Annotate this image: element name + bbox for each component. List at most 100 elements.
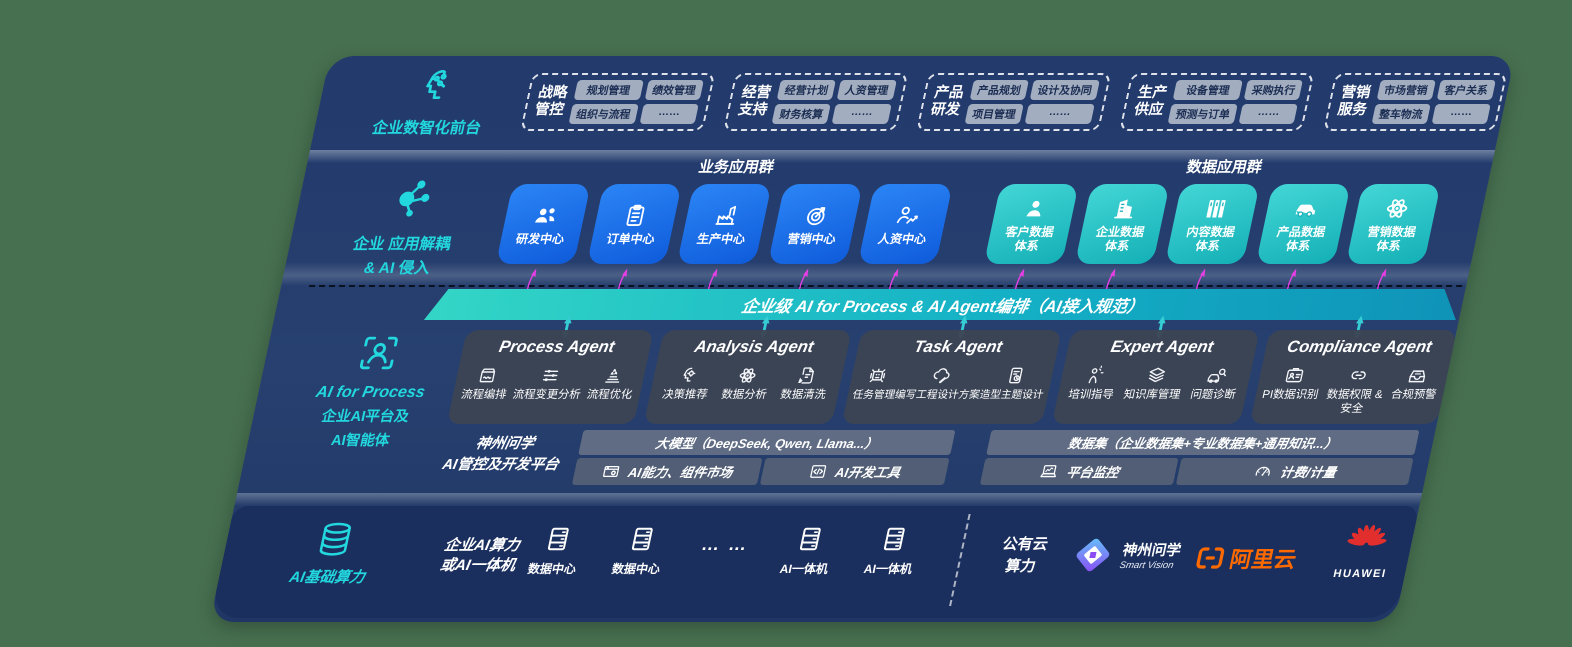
layer-edge (234, 493, 1423, 506)
agent-item: 合规预警 (1389, 365, 1442, 403)
chip: 项目管理 (964, 104, 1024, 124)
dataset-bar: 数据集（企业数据集+专业数据集+通用知识...） (986, 430, 1420, 455)
code-doc-icon (806, 462, 829, 481)
data-card-label: 营销数据体系 (1366, 224, 1418, 253)
agent-item: 培训指导 (1067, 365, 1120, 403)
app-cell: 客户数据体系 (983, 184, 1079, 298)
decoupling-line1: 企业 应用解耦 (351, 236, 453, 254)
diagram-panel: 企业数智化前台 战略管控 规划管理 绩效管理 组织与流程 …… 经营支持 经营计… (209, 56, 1515, 622)
agent-title: Process Agent (497, 338, 617, 356)
alicloud-bracket-icon (1192, 543, 1228, 573)
server-icon (540, 524, 576, 554)
app-card-label: 订单中心 (605, 231, 657, 246)
data-card-label: 内容数据体系 (1185, 224, 1237, 253)
front-office-group-strategy: 战略管控 规划管理 绩效管理 组织与流程 …… (520, 73, 716, 131)
app-card-rd-center: 研发中心 (495, 184, 591, 264)
team-icon (529, 202, 562, 229)
agent-title: Compliance Agent (1285, 338, 1434, 356)
ai-for-process-label: AI for Process 企业AI平台及 AI智能体 (274, 332, 467, 450)
molecule-icon (384, 174, 440, 220)
decoupling-label: 企业 应用解耦 & AI 侵入 (308, 174, 502, 280)
front-office-group-marketing: 营销服务 市场营销 客户关系 整车物流 …… (1322, 73, 1508, 131)
agent-item: 数据分析 (720, 365, 773, 403)
laptop-chart-icon (1038, 462, 1061, 481)
smart-vision-diamond-icon (1067, 534, 1118, 576)
tablet-check-icon (1003, 365, 1028, 386)
front-office-group-supply: 生产供应 设备管理 采购执行 预测与订单 …… (1119, 73, 1315, 131)
chip: 绩效管理 (644, 80, 704, 100)
chip: 财务核算 (771, 104, 832, 124)
monitor-box: 平台监控 (979, 458, 1179, 485)
data-card-label: 客户数据体系 (1004, 224, 1056, 253)
app-card-production-center: 生产中心 (676, 184, 772, 264)
alicloud-logo: 阿里云 (1192, 542, 1300, 574)
head-gear-icon (676, 365, 701, 386)
agent-title: Analysis Agent (692, 338, 816, 356)
database-icon (312, 520, 358, 558)
app-cell: 订单中心 (586, 184, 682, 298)
group-title: 经营支持 (736, 84, 773, 118)
cloud-pen-icon (929, 365, 954, 386)
infra-nodes: 数据中心 数据中心 … … AI一体机 AI一体机 (519, 524, 928, 577)
node-ellipsis: … … (699, 534, 751, 554)
ai-for-process-line2: 企业AI平台及 (320, 409, 411, 425)
platform-right-group: 数据集（企业数据集+专业数据集+通用知识...） 平台监控 计费/计量 (979, 430, 1420, 485)
app-card-order-center: 订单中心 (586, 184, 682, 264)
chip: …… (1431, 104, 1491, 124)
building-icon (1109, 195, 1142, 222)
chip: …… (1024, 104, 1095, 124)
group-title: 营销服务 (1336, 84, 1373, 118)
server-icon (876, 524, 912, 554)
infra-title: AI基础算力 (287, 569, 367, 586)
chip: 组织与流程 (568, 104, 639, 124)
app-cell: 营销数据体系 (1345, 184, 1441, 298)
task-agent-card: Task Agent 任务管理 编写工程设计方案 造型主题设计 (841, 330, 1063, 424)
person-icon (1018, 195, 1051, 222)
data-card-marketing: 营销数据体系 (1345, 184, 1441, 264)
front-office-title: 企业数智化前台 (370, 120, 483, 137)
agent-cards: Process Agent 流程编排 流程变更分析 流程优化 (446, 330, 1457, 424)
ai-for-process-line1: AI for Process (314, 384, 427, 401)
app-cell: 营销中心 (767, 184, 863, 298)
group-title: 战略管控 (533, 84, 570, 118)
app-cell: 人资中心 (857, 184, 953, 298)
process-agent-card: Process Agent 流程编排 流程变更分析 流程优化 (446, 330, 655, 424)
data-group-title: 数据应用群 (1184, 159, 1264, 176)
atom-icon (735, 365, 760, 386)
front-office-group-operation: 经营支持 经营计划 人资管理 财务核算 …… (723, 73, 908, 131)
server-icon (624, 524, 660, 554)
analysis-agent-card: Analysis Agent 决策推荐 数据分析 数据清洗 (644, 330, 852, 424)
chip: 预测与订单 (1167, 104, 1238, 124)
app-cell: 生产中心 (676, 184, 772, 298)
agent-item: 流程变更分析 (511, 365, 587, 403)
data-card-product: 产品数据体系 (1255, 184, 1351, 264)
target-icon (800, 202, 833, 229)
vertical-divider (949, 514, 971, 606)
app-cell: 产品数据体系 (1255, 184, 1351, 298)
app-cell: 内容数据体系 (1164, 184, 1260, 298)
smart-vision-logo: 神州问学 Smart Vision (1067, 534, 1184, 576)
flow-box-icon (475, 365, 500, 386)
agent-item: 问题诊断 (1189, 365, 1242, 403)
app-card-label: 研发中心 (514, 231, 566, 246)
ai-brain-icon (411, 66, 460, 106)
mentor-icon (1082, 365, 1107, 386)
chip: 设备管理 (1172, 80, 1244, 100)
data-card-label: 产品数据体系 (1275, 224, 1327, 253)
agent-item: 编写工程设计方案 (894, 365, 987, 402)
data-card-label: 企业数据体系 (1094, 224, 1146, 253)
platform-left-group: 大模型（DeepSeek, Qwen, Llama...） AI能力、组件市场 … (571, 430, 956, 485)
agent-title: Expert Agent (1109, 338, 1216, 356)
chip: 整车物流 (1371, 104, 1431, 124)
front-office-groups: 战略管控 规划管理 绩效管理 组织与流程 …… 经营支持 经营计划 人资管理 财… (520, 73, 1508, 131)
link-rings-icon (1346, 365, 1371, 386)
scan-person-icon (353, 332, 404, 374)
agent-item: 知识库管理 (1122, 365, 1186, 403)
agent-item: 任务管理 (851, 365, 901, 402)
chip: …… (639, 104, 699, 124)
sliders-icon (538, 365, 563, 386)
infra-label: AI基础算力 (273, 520, 391, 587)
gauge-icon (1251, 462, 1274, 481)
data-card-enterprise: 企业数据体系 (1074, 184, 1170, 264)
